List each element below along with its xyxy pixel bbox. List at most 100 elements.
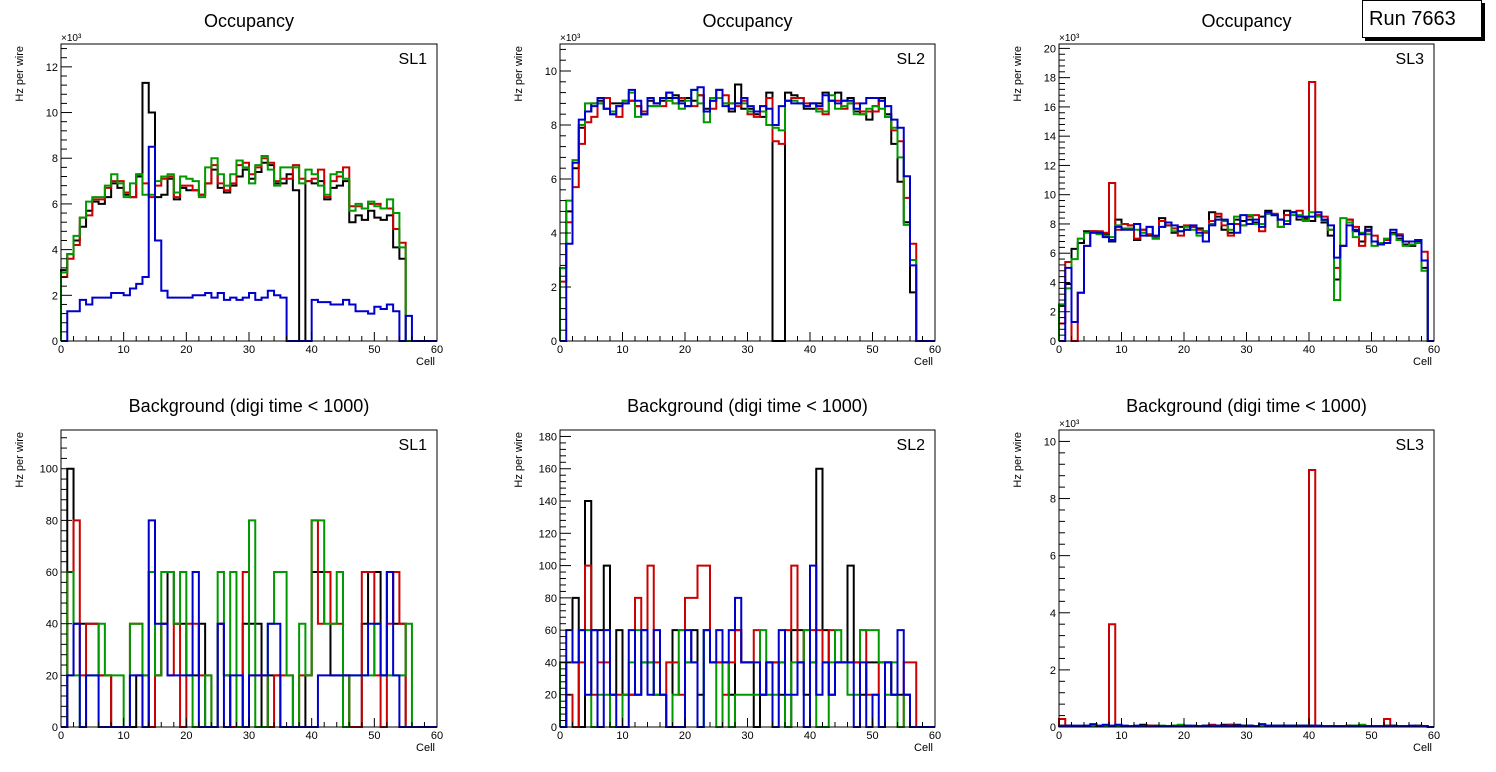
x-axis-label: Cell [416, 742, 435, 754]
y-tick-label: 180 [539, 431, 557, 443]
x-tick-label: 50 [1365, 344, 1377, 356]
x-tick-label: 40 [1303, 730, 1315, 742]
y-exponent-label: ×10³ [1059, 33, 1080, 44]
y-tick-label: 12 [46, 62, 58, 74]
x-axis-label: Cell [914, 356, 933, 368]
x-tick-label: 0 [58, 344, 64, 356]
superlayer-tag: SL2 [897, 437, 926, 454]
x-tick-label: 20 [180, 730, 192, 742]
panel-sl1-background: Background (digi time < 1000) 0 20 40 60 80 10… [14, 396, 443, 754]
y-tick-label: 16 [1044, 102, 1056, 114]
chart-title: Background (digi time < 1000) [129, 396, 370, 416]
x-tick-label: 60 [929, 730, 941, 742]
y-tick-label: 10 [1044, 190, 1056, 202]
x-tick-label: 40 [804, 730, 816, 742]
y-tick-label: 140 [539, 496, 557, 508]
series-red [1058, 468, 1434, 728]
y-tick-label: 80 [46, 515, 58, 527]
y-tick-label: 18 [1044, 73, 1056, 85]
y-tick-label: 4 [1050, 608, 1056, 620]
x-tick-label: 30 [741, 344, 753, 356]
x-tick-label: 0 [1056, 730, 1062, 742]
y-tick-label: 60 [545, 625, 557, 637]
y-tick-label: 6 [1050, 551, 1056, 563]
panel-sl2-background: Background (digi time < 1000) 0 20 40 60 80 10… [513, 396, 941, 754]
y-tick-label: 100 [539, 561, 557, 573]
y-axis-label: Hz per wire [513, 432, 525, 488]
series-red [1058, 81, 1434, 342]
superlayer-tag: SL1 [399, 437, 428, 454]
y-axis-label: Hz per wire [513, 46, 525, 102]
x-tick-label: 50 [866, 344, 878, 356]
superlayer-tag: SL3 [1396, 51, 1425, 68]
y-tick-label: 14 [1044, 131, 1056, 143]
x-tick-label: 20 [679, 730, 691, 742]
x-axis-label: Cell [1413, 742, 1432, 754]
series-blue [1059, 211, 1434, 342]
x-tick-label: 60 [1428, 730, 1440, 742]
run-label: Run 7663 [1369, 8, 1456, 30]
x-tick-label: 50 [1365, 730, 1377, 742]
chart-title: Occupancy [702, 11, 792, 31]
x-tick-label: 30 [243, 730, 255, 742]
run-label-box: Run 7663 [1362, 0, 1482, 38]
y-exponent-label: ×10³ [1059, 419, 1080, 430]
superlayer-tag: SL3 [1396, 437, 1425, 454]
x-axis-label: Cell [1413, 356, 1432, 368]
superlayer-tag: SL2 [897, 51, 926, 68]
y-exponent-label: ×10³ [61, 33, 82, 44]
x-tick-label: 60 [431, 344, 443, 356]
y-tick-label: 4 [1050, 277, 1056, 289]
x-tick-label: 60 [431, 730, 443, 742]
x-tick-label: 60 [1428, 344, 1440, 356]
chart-title: Occupancy [204, 11, 294, 31]
y-tick-label: 20 [1044, 43, 1056, 55]
y-tick-label: 8 [1050, 494, 1056, 506]
series-green [60, 154, 437, 342]
x-axis-label: Cell [416, 356, 435, 368]
x-tick-label: 40 [306, 344, 318, 356]
y-tick-label: 0 [1050, 722, 1056, 734]
x-tick-label: 40 [804, 344, 816, 356]
y-axis-label: Hz per wire [1012, 46, 1024, 102]
x-tick-label: 20 [1178, 344, 1190, 356]
chart-title: Occupancy [1201, 11, 1291, 31]
x-tick-label: 50 [368, 344, 380, 356]
series-blue [61, 145, 437, 342]
superlayer-tag: SL1 [399, 51, 428, 68]
x-tick-label: 30 [243, 344, 255, 356]
x-tick-label: 50 [866, 730, 878, 742]
x-tick-label: 0 [1056, 344, 1062, 356]
series-green [559, 629, 935, 728]
x-tick-label: 0 [58, 730, 64, 742]
x-tick-label: 20 [1178, 730, 1190, 742]
y-tick-label: 40 [545, 657, 557, 669]
y-axis-label: Hz per wire [14, 46, 26, 102]
y-tick-label: 20 [545, 690, 557, 702]
y-tick-label: 40 [46, 619, 58, 631]
y-tick-label: 0 [52, 336, 58, 348]
x-tick-label: 40 [306, 730, 318, 742]
x-tick-label: 0 [557, 344, 563, 356]
series-black [60, 81, 437, 342]
y-tick-label: 10 [46, 108, 58, 120]
y-tick-label: 6 [551, 174, 557, 186]
x-axis-label: Cell [914, 742, 933, 754]
x-tick-label: 0 [557, 730, 563, 742]
x-tick-label: 20 [180, 344, 192, 356]
y-tick-label: 8 [551, 120, 557, 132]
y-tick-label: 100 [40, 464, 58, 476]
y-tick-label: 6 [52, 199, 58, 211]
series-red [559, 91, 935, 342]
y-tick-label: 6 [1050, 248, 1056, 260]
y-tick-label: 8 [52, 153, 58, 165]
y-tick-label: 160 [539, 464, 557, 476]
y-tick-label: 8 [1050, 219, 1056, 231]
y-tick-label: 2 [551, 282, 557, 294]
y-tick-label: 12 [1044, 160, 1056, 172]
y-tick-label: 2 [1050, 307, 1056, 319]
y-tick-label: 80 [545, 593, 557, 605]
x-tick-label: 30 [1240, 730, 1252, 742]
x-tick-label: 10 [1115, 730, 1127, 742]
